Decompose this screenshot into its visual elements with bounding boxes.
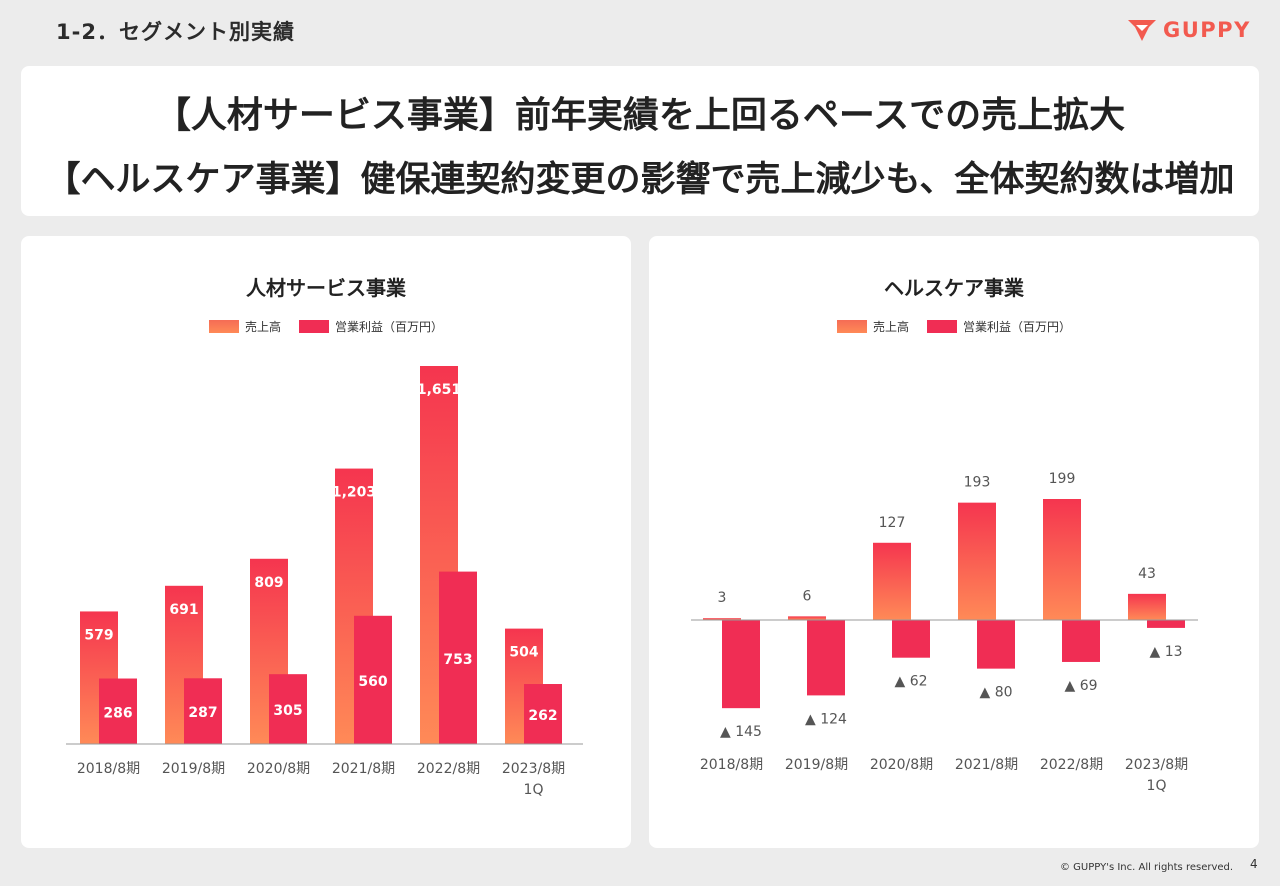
profit-data-label: ▲ 62 bbox=[894, 674, 927, 690]
healthcare-bar-chart: 3 ▲ 145 2018/8期 6 ▲ 124 2019/8期 127 ▲ 62 2020/8期… bbox=[691, 471, 1198, 794]
profit-data-label: ▲ 145 bbox=[720, 724, 762, 740]
legend-sales-swatch bbox=[208, 320, 239, 333]
sales-bar bbox=[873, 542, 911, 620]
profit-bar bbox=[722, 620, 760, 709]
sales-bar bbox=[1043, 499, 1081, 620]
category-label: 2021/8期 bbox=[332, 761, 395, 777]
sales-data-label: 1,651 bbox=[417, 382, 461, 398]
sales-bar bbox=[703, 618, 741, 620]
healthcare-panel: ヘルスケア事業 売上高 営業利益（百万円） 3 ▲ 145 2018/8期 6 ▲ 12… bbox=[649, 236, 1259, 848]
category-label: 2023/8期 bbox=[1125, 757, 1188, 773]
profit-bar bbox=[184, 678, 222, 744]
legend-profit-swatch bbox=[299, 320, 329, 333]
sales-data-label: 504 bbox=[509, 645, 538, 661]
section-title: 1-2．セグメント別実績 bbox=[56, 20, 295, 44]
legend-profit: 営業利益（百万円） bbox=[299, 318, 443, 335]
guppy-mark-icon bbox=[1128, 20, 1156, 41]
category-label: 2019/8期 bbox=[785, 757, 848, 773]
sales-bar bbox=[788, 616, 826, 620]
category-label: 1Q bbox=[524, 782, 544, 798]
profit-data-label: 286 bbox=[103, 705, 132, 721]
profit-data-label: 262 bbox=[528, 708, 557, 724]
profit-data-label: ▲ 13 bbox=[1149, 644, 1182, 660]
category-label: 2023/8期 bbox=[502, 761, 565, 777]
profit-bar bbox=[354, 615, 392, 744]
profit-bar bbox=[892, 620, 930, 658]
sales-data-label: 1,203 bbox=[332, 485, 376, 501]
logo-text: GUPPY bbox=[1163, 18, 1251, 42]
profit-bar bbox=[1062, 620, 1100, 662]
category-label: 2022/8期 bbox=[417, 761, 480, 777]
profit-data-label: ▲ 124 bbox=[805, 711, 847, 727]
legend-sales: 売上高 bbox=[836, 318, 909, 335]
category-label: 2022/8期 bbox=[1040, 757, 1103, 773]
category-label: 2019/8期 bbox=[162, 761, 225, 777]
sales-data-label: 3 bbox=[718, 590, 727, 606]
profit-data-label: 753 bbox=[443, 652, 472, 668]
sales-data-label: 691 bbox=[169, 602, 198, 618]
profit-bar bbox=[1147, 620, 1185, 628]
hr-services-panel: 人材サービス事業 売上高 営業利益（百万円） 579 286 2018/8期 691 2… bbox=[21, 236, 631, 848]
copyright: © GUPPY's Inc. All rights reserved. bbox=[1060, 862, 1234, 873]
category-label: 2021/8期 bbox=[955, 757, 1018, 773]
legend-sales-label: 売上高 bbox=[244, 320, 281, 334]
summary-banner: 【人材サービス事業】前年実績を上回るペースでの売上拡大 【ヘルスケア事業】健保連… bbox=[21, 66, 1259, 216]
profit-data-label: 305 bbox=[273, 703, 302, 719]
profit-data-label: 287 bbox=[188, 705, 217, 721]
sales-data-label: 193 bbox=[964, 475, 991, 491]
legend-sales-label: 売上高 bbox=[872, 320, 909, 334]
sales-data-label: 43 bbox=[1138, 566, 1156, 582]
legend-profit-label: 営業利益（百万円） bbox=[963, 320, 1072, 334]
legend-profit-label: 営業利益（百万円） bbox=[335, 320, 444, 334]
sales-bar bbox=[958, 502, 996, 620]
profit-bar bbox=[99, 678, 137, 744]
chart-title: 人材サービス事業 bbox=[246, 276, 406, 300]
profit-bar bbox=[977, 620, 1015, 669]
category-label: 2018/8期 bbox=[77, 761, 140, 777]
profit-bar bbox=[269, 674, 307, 744]
banner-line-healthcare: 【ヘルスケア事業】健保連契約変更の影響で売上減少も、全体契約数は増加 bbox=[45, 160, 1235, 200]
legend-profit: 営業利益（百万円） bbox=[927, 318, 1071, 335]
sales-bar bbox=[1128, 593, 1166, 620]
profit-bar bbox=[807, 620, 845, 696]
category-label: 2020/8期 bbox=[870, 757, 933, 773]
sales-data-label: 809 bbox=[254, 575, 283, 591]
banner-line-hr: 【人材サービス事業】前年実績を上回るペースでの売上拡大 bbox=[154, 95, 1126, 136]
category-label: 2018/8期 bbox=[700, 757, 763, 773]
sales-data-label: 6 bbox=[803, 588, 812, 604]
profit-data-label: ▲ 69 bbox=[1064, 678, 1097, 694]
hr-services-bar-chart: 579 286 2018/8期 691 287 2019/8期 809 305 2020/8期 1… bbox=[66, 366, 583, 798]
chart-legend: 売上高 営業利益（百万円） bbox=[21, 318, 631, 335]
profit-data-label: 560 bbox=[358, 674, 387, 690]
category-label: 1Q bbox=[1147, 778, 1167, 794]
profit-data-label: ▲ 80 bbox=[979, 685, 1012, 701]
profit-bar bbox=[524, 684, 562, 744]
legend-profit-swatch bbox=[927, 320, 957, 333]
sales-data-label: 199 bbox=[1049, 471, 1076, 487]
profit-bar bbox=[439, 571, 477, 744]
sales-data-label: 127 bbox=[879, 515, 906, 531]
chart-title: ヘルスケア事業 bbox=[884, 276, 1024, 300]
category-label: 2020/8期 bbox=[247, 761, 310, 777]
legend-sales-swatch bbox=[836, 320, 867, 333]
chart-legend: 売上高 営業利益（百万円） bbox=[649, 318, 1259, 335]
guppy-logo: GUPPY bbox=[1127, 18, 1251, 42]
sales-data-label: 579 bbox=[84, 627, 113, 643]
legend-sales: 売上高 bbox=[208, 318, 281, 335]
page-number: 4 bbox=[1250, 857, 1258, 871]
